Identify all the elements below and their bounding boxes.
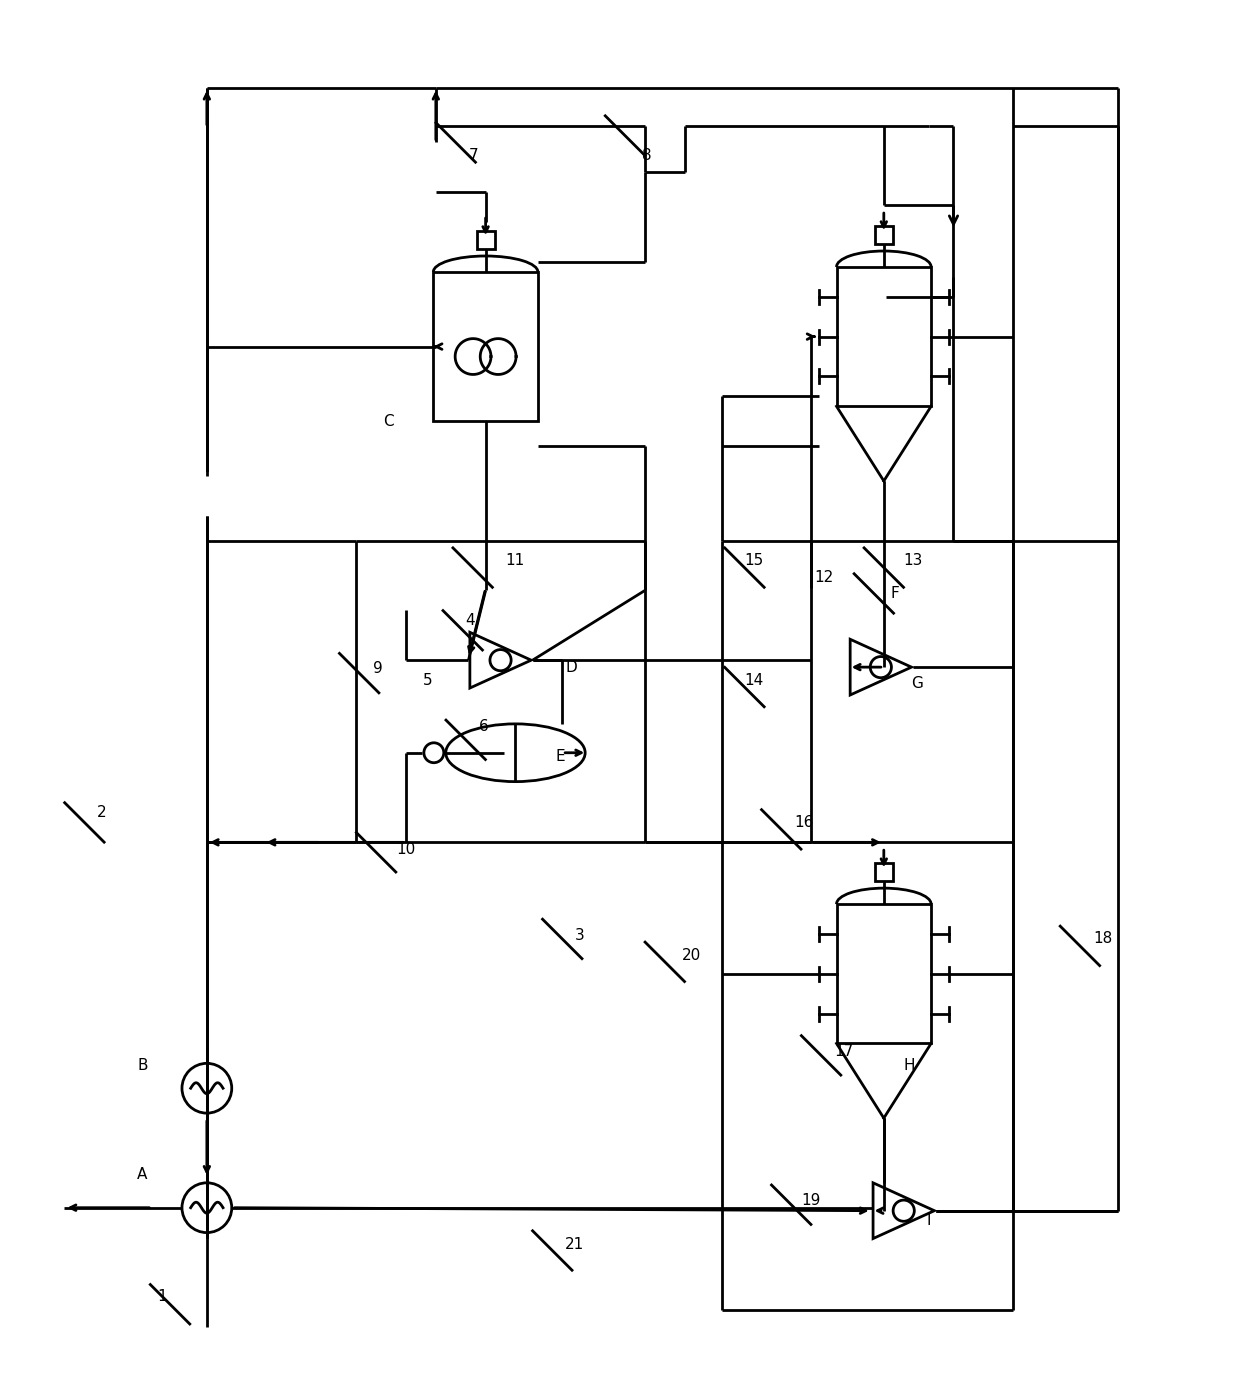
Text: 6: 6 [479, 720, 489, 734]
Text: 3: 3 [575, 929, 585, 943]
Text: 8: 8 [642, 148, 651, 163]
Text: H: H [904, 1057, 915, 1073]
Text: A: A [138, 1168, 148, 1183]
Bar [476, 232, 495, 250]
Text: 17: 17 [835, 1043, 853, 1059]
Bar [837, 266, 931, 406]
Text: G: G [910, 675, 923, 691]
Text: 18: 18 [1092, 932, 1112, 946]
Text: B: B [138, 1057, 148, 1073]
Text: 19: 19 [801, 1193, 821, 1208]
Text: 16: 16 [794, 815, 813, 830]
Bar [837, 904, 931, 1043]
Text: F: F [890, 586, 899, 601]
Text: 15: 15 [744, 552, 764, 568]
Text: 5: 5 [423, 672, 433, 688]
Text: 20: 20 [682, 949, 701, 964]
Text: 14: 14 [744, 672, 764, 688]
Text: 7: 7 [469, 148, 479, 163]
Bar [875, 226, 893, 244]
Text: 11: 11 [506, 552, 525, 568]
Text: 13: 13 [904, 552, 923, 568]
Text: 9: 9 [373, 661, 383, 675]
Text: 21: 21 [565, 1237, 584, 1253]
Text: 1: 1 [157, 1289, 166, 1304]
Bar [433, 272, 538, 421]
Text: D: D [565, 660, 577, 675]
Text: 12: 12 [815, 571, 833, 585]
Text: E: E [556, 749, 565, 764]
Text: 4: 4 [466, 612, 475, 628]
Bar [875, 864, 893, 882]
Text: 10: 10 [396, 841, 415, 857]
Text: 2: 2 [98, 805, 107, 820]
Text: C: C [383, 414, 393, 428]
Text: I: I [926, 1214, 931, 1228]
